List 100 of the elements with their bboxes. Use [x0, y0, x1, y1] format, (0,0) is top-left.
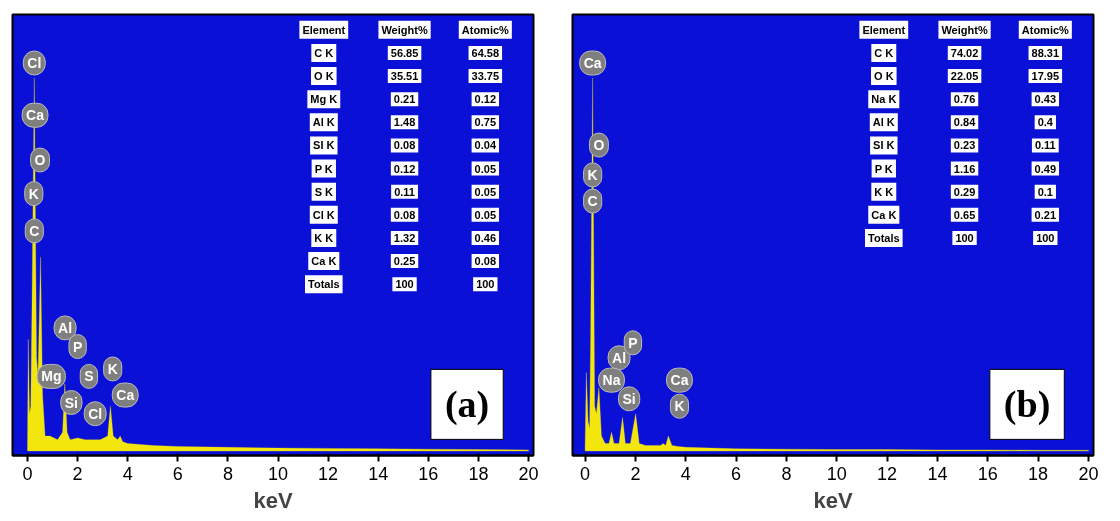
annotation: O — [34, 152, 46, 169]
x-tick-label: 16 — [977, 463, 998, 484]
x-tick-label: 6 — [172, 463, 183, 484]
annotation: P K — [874, 162, 893, 175]
annotation: 1.16 — [953, 162, 976, 175]
x-tick-label: 18 — [468, 463, 489, 484]
x-tick-label: 14 — [368, 463, 389, 484]
text: 56.85 — [390, 46, 419, 59]
annotation: 17.95 — [1031, 70, 1060, 83]
annotation: Cl — [27, 55, 42, 71]
annotation: O K — [874, 70, 894, 83]
annotation: Si — [622, 390, 636, 407]
x-tick-label: 4 — [122, 463, 133, 484]
annotation: K — [107, 360, 118, 377]
annotation: 35.51 — [390, 70, 419, 83]
annotation: Ca K — [871, 208, 897, 221]
x-tick-label: 10 — [826, 463, 847, 484]
text: Weight% — [941, 23, 988, 36]
x-tick-label: 4 — [680, 463, 691, 484]
annotation: 0.4 — [1037, 116, 1054, 129]
annotation: (b) — [1003, 383, 1051, 427]
annotation: P — [72, 338, 83, 355]
annotation: 0.76 — [953, 93, 976, 106]
x-tick-label: 2 — [630, 463, 641, 484]
annotation: 1.32 — [393, 231, 416, 244]
annotation: K — [587, 166, 598, 183]
annotation: Al K — [872, 116, 895, 129]
annotation: 0.08 — [393, 208, 416, 221]
annotation: Ca K — [311, 255, 337, 268]
annotation: 0.21 — [393, 93, 416, 106]
annotation: S — [84, 368, 94, 385]
annotation: 0.29 — [953, 185, 976, 198]
annotation: 0.1 — [1037, 185, 1053, 198]
annotation: 0.11 — [394, 185, 415, 198]
text: 64.58 — [471, 46, 500, 59]
text: C K — [314, 46, 334, 59]
x-tick-label: 14 — [927, 463, 948, 484]
annotation: SI K — [873, 139, 895, 152]
x-tick-label: 2 — [72, 463, 83, 484]
annotation: 0.84 — [953, 116, 977, 129]
x-tick-label: 20 — [1078, 463, 1099, 484]
annotation: (a) — [444, 383, 490, 427]
annotation: 100 — [1036, 231, 1055, 244]
x-tick-label: 12 — [877, 463, 898, 484]
annotation: C — [587, 193, 598, 210]
annotation: K — [674, 398, 685, 415]
annotation: 0.08 — [393, 139, 416, 152]
x-tick-label: 6 — [731, 463, 742, 484]
annotation: Totals — [868, 231, 900, 244]
annotation: K — [28, 185, 39, 202]
text: Element — [862, 23, 906, 36]
x-tick-label: 10 — [268, 463, 289, 484]
text: Element — [302, 23, 346, 36]
annotation: 0.12 — [474, 93, 497, 106]
annotation: 1.48 — [393, 116, 416, 129]
text: Atomic% — [461, 23, 510, 36]
x-axis-title: keV — [813, 487, 853, 513]
x-tick-label: 8 — [781, 463, 792, 484]
annotation: Cl — [88, 405, 103, 422]
annotation: Totals — [308, 278, 340, 291]
annotation: 0.23 — [953, 139, 976, 152]
annotation: 0.21 — [1034, 208, 1057, 221]
annotation: Cl K — [312, 208, 335, 221]
annotation: Ca — [583, 55, 602, 71]
annotation: Ca — [116, 387, 135, 404]
annotation: 0.75 — [474, 116, 497, 129]
annotation: 0.25 — [393, 255, 416, 268]
annotation: 100 — [395, 278, 414, 291]
text: Weight% — [381, 23, 428, 36]
x-tick-label: 20 — [518, 463, 539, 484]
annotation: 0.11 — [1034, 139, 1056, 152]
text: Atomic% — [1021, 23, 1070, 36]
annotation: 0.05 — [474, 162, 497, 175]
annotation: 0.65 — [953, 208, 976, 221]
annotation: Al — [58, 319, 73, 336]
annotation: SI K — [313, 139, 335, 152]
annotation: C — [29, 222, 40, 239]
annotation: 33.75 — [471, 70, 500, 83]
annotation: P K — [314, 162, 333, 175]
x-tick-label: 16 — [418, 463, 439, 484]
annotation: 100 — [476, 278, 495, 291]
annotation: O K — [314, 70, 334, 83]
x-tick-label: 0 — [580, 463, 591, 484]
annotation: 22.05 — [950, 70, 979, 83]
annotation: 100 — [955, 231, 974, 244]
x-tick-label: 8 — [222, 463, 233, 484]
text: 88.31 — [1031, 46, 1060, 59]
annotation: K K — [874, 185, 894, 198]
x-tick-label: 0 — [22, 463, 33, 484]
annotation: Mg — [41, 368, 62, 385]
annotation: Al K — [312, 116, 335, 129]
annotation: Si — [64, 394, 78, 411]
annotation: 0.05 — [474, 185, 497, 198]
annotation: 0.43 — [1034, 93, 1057, 106]
annotation: Mg K — [310, 93, 338, 106]
annotation: 0.05 — [474, 208, 497, 221]
text: C K — [874, 46, 894, 59]
annotation: 0.04 — [474, 139, 497, 152]
annotation: 0.46 — [474, 231, 497, 244]
annotation: Na — [602, 372, 621, 389]
